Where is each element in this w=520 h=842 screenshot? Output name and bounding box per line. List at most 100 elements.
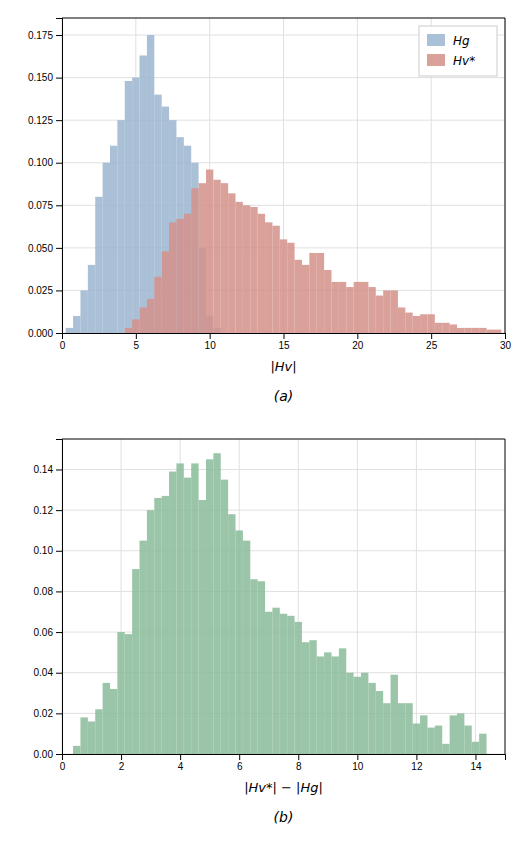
bar	[228, 514, 235, 754]
bar	[132, 319, 139, 333]
chart-title: (a)	[274, 388, 294, 404]
bar	[132, 569, 139, 754]
bar	[176, 219, 183, 333]
frame	[505, 439, 506, 754]
tick-mark	[56, 35, 62, 36]
bar	[317, 253, 324, 333]
bar	[272, 226, 279, 333]
bar	[339, 648, 346, 754]
tick: 0.06	[34, 627, 62, 638]
axis-line	[56, 440, 63, 755]
bar	[191, 463, 198, 754]
bar	[413, 724, 420, 754]
bar	[391, 675, 398, 754]
tick-mark	[239, 754, 240, 760]
bars	[73, 453, 486, 754]
tick-label: 30	[500, 340, 512, 351]
bar	[162, 496, 169, 754]
bar	[413, 316, 420, 333]
bar	[80, 717, 87, 754]
bar	[361, 673, 368, 754]
bar	[125, 328, 132, 333]
tick-label: 0.08	[34, 586, 54, 597]
x-axis-title: |Hv*| − |Hg|	[244, 780, 323, 795]
bar	[309, 640, 316, 754]
x-axis-title: |Hv|	[270, 359, 296, 374]
bar	[199, 500, 206, 754]
bar	[250, 579, 257, 754]
tick-label: 0.100	[28, 157, 53, 168]
bar	[117, 120, 124, 333]
bar	[88, 265, 95, 333]
bar	[427, 314, 434, 333]
tick: 10	[352, 754, 364, 772]
panel: 0510152025300.0000.0250.0500.0750.1000.1…	[28, 18, 512, 404]
bar	[368, 287, 375, 333]
bar	[169, 472, 176, 754]
bar	[206, 170, 213, 333]
bar	[206, 459, 213, 754]
tick: 0.000	[28, 328, 62, 339]
tick-mark	[56, 551, 62, 552]
bar	[66, 328, 73, 333]
bar	[221, 183, 228, 333]
bar	[95, 709, 102, 754]
tick-label: 25	[426, 340, 438, 351]
tick-label: 0.150	[28, 72, 53, 83]
tick-label: 0.12	[34, 505, 54, 516]
x-axis: 051015202530	[60, 333, 512, 351]
tick: 0.075	[28, 200, 62, 211]
tick-mark	[357, 333, 358, 339]
bar	[265, 222, 272, 333]
bar	[295, 260, 302, 333]
bar	[302, 265, 309, 333]
legend-label: Hg	[453, 34, 470, 48]
tick-label: 0	[60, 761, 66, 772]
tick-mark	[475, 754, 476, 760]
bar	[295, 622, 302, 754]
tick-mark	[56, 510, 62, 511]
bar-series	[73, 453, 486, 754]
bar	[405, 313, 412, 333]
tick-mark	[56, 163, 62, 164]
tick: 5	[134, 333, 140, 351]
tick-label: 14	[470, 761, 482, 772]
tick: 2	[119, 754, 125, 772]
bar	[324, 652, 331, 754]
tick: 30	[500, 333, 512, 351]
bar	[154, 277, 161, 333]
bar	[132, 78, 139, 333]
bar	[140, 307, 147, 333]
bar-series	[66, 35, 221, 333]
grid-line	[62, 77, 505, 78]
tick: 25	[426, 333, 438, 351]
tick: 0.175	[28, 30, 62, 41]
panel: 024681012140.000.020.040.060.080.100.120…	[34, 439, 506, 825]
legend: Hg Hv*	[419, 26, 497, 76]
bar	[169, 120, 176, 333]
tick-mark	[56, 205, 62, 206]
bar	[154, 95, 161, 333]
y-axis: 0.000.020.040.060.080.100.120.14	[34, 440, 63, 760]
bars	[66, 35, 502, 333]
grid	[62, 439, 505, 754]
bar	[125, 81, 132, 333]
bar	[221, 480, 228, 754]
tick: 8	[296, 754, 302, 772]
x-axis: 02468101214	[60, 754, 506, 772]
tick-mark	[56, 591, 62, 592]
bar	[346, 673, 353, 754]
axis-line	[63, 755, 506, 761]
tick-label: 4	[178, 761, 184, 772]
bar	[339, 282, 346, 333]
legend-label: Hv*	[453, 54, 475, 68]
bar	[169, 222, 176, 333]
bar	[258, 214, 265, 333]
tick: 0.04	[34, 667, 62, 678]
grid	[62, 18, 505, 333]
bar	[243, 205, 250, 333]
tick-mark	[56, 248, 62, 249]
bar	[154, 498, 161, 754]
grid-line	[505, 18, 506, 333]
tick: 20	[352, 333, 364, 351]
